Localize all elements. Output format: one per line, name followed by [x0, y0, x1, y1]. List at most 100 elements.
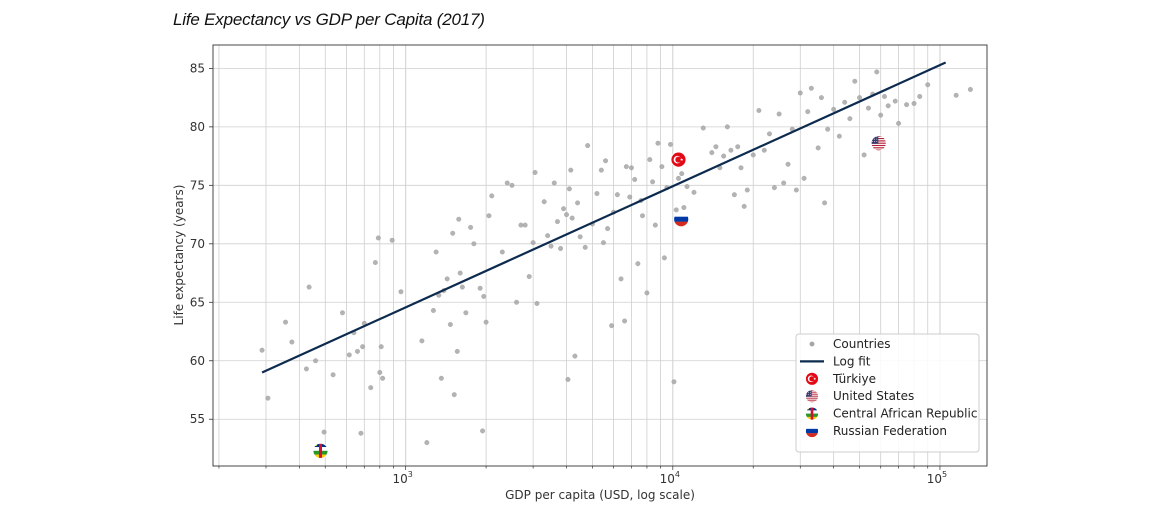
- data-point: [896, 120, 902, 126]
- highlight-marker-turkey: [670, 151, 687, 168]
- data-point: [438, 375, 444, 381]
- data-point: [882, 94, 887, 99]
- axis-ticks: 55 60 65 70 75 80 85 103 104 105: [190, 61, 947, 486]
- data-point: [797, 90, 803, 96]
- data-point: [330, 372, 336, 378]
- data-point: [565, 377, 571, 382]
- data-point: [781, 180, 787, 186]
- x-tick-label: 104: [660, 470, 680, 486]
- data-point: [480, 428, 486, 434]
- data-point: [419, 338, 425, 344]
- data-point: [731, 192, 737, 198]
- data-point: [548, 243, 554, 249]
- legend-label-car: Central African Republic: [833, 407, 977, 421]
- legend-swatch-countries: [809, 341, 815, 347]
- fit-line-layer: [261, 61, 947, 374]
- data-point: [785, 161, 791, 167]
- data-point: [601, 240, 606, 246]
- data-point: [681, 205, 687, 211]
- data-point: [463, 310, 469, 316]
- data-point: [504, 180, 510, 186]
- data-point: [684, 184, 690, 189]
- data-point: [801, 175, 807, 181]
- highlight-markers: [312, 135, 887, 459]
- data-point: [852, 78, 858, 84]
- data-point: [433, 249, 439, 255]
- data-point: [822, 200, 828, 206]
- y-tick-label: 85: [190, 61, 205, 75]
- data-point: [375, 235, 381, 241]
- data-point: [857, 95, 862, 101]
- data-point: [825, 126, 831, 132]
- data-point: [566, 186, 572, 192]
- legend-flag-turkey-icon: [805, 371, 819, 386]
- data-point: [561, 206, 567, 212]
- data-point: [346, 352, 352, 358]
- data-point: [691, 189, 697, 195]
- data-point: [265, 395, 271, 401]
- data-point: [793, 187, 799, 193]
- data-point: [283, 319, 288, 325]
- log-fit-line: [261, 61, 947, 374]
- data-point: [967, 86, 973, 92]
- data-point: [808, 85, 814, 91]
- y-tick-label: 75: [190, 178, 205, 192]
- data-point: [635, 261, 641, 267]
- data-point: [447, 322, 453, 327]
- x-axis-label: GDP per capita (USD, log scale): [505, 488, 695, 502]
- data-point: [735, 144, 741, 150]
- y-tick-label: 80: [190, 120, 205, 134]
- data-point: [355, 348, 360, 354]
- data-point: [815, 145, 821, 151]
- data-point: [679, 171, 685, 177]
- data-point: [628, 165, 634, 171]
- data-point: [847, 116, 853, 122]
- legend-flag-russia-icon: [805, 424, 819, 438]
- data-point: [721, 153, 727, 159]
- data-point: [532, 170, 538, 175]
- data-point: [477, 285, 483, 291]
- legend-flag-car-icon: [805, 406, 819, 421]
- data-point: [622, 318, 628, 324]
- data-point: [372, 260, 378, 265]
- data-point: [526, 274, 532, 279]
- data-point: [483, 319, 489, 325]
- data-point: [530, 240, 536, 246]
- data-point: [289, 339, 295, 345]
- data-point: [358, 430, 364, 436]
- data-point: [771, 185, 777, 191]
- data-point: [874, 69, 880, 75]
- data-point: [861, 152, 867, 158]
- data-point: [925, 82, 931, 88]
- data-point: [459, 284, 465, 290]
- data-point: [728, 147, 734, 153]
- data-point: [605, 226, 611, 232]
- data-point: [577, 234, 583, 240]
- data-point: [468, 224, 474, 230]
- data-point: [776, 111, 782, 117]
- data-point: [623, 164, 629, 170]
- data-point: [360, 344, 366, 350]
- legend-flag-usa-icon: [805, 389, 819, 404]
- data-point: [647, 157, 653, 163]
- data-point: [644, 290, 650, 296]
- data-point: [904, 102, 910, 108]
- data-point: [454, 348, 460, 354]
- data-point: [377, 369, 383, 375]
- data-point: [555, 219, 560, 225]
- data-point: [378, 344, 384, 350]
- data-point: [668, 141, 673, 147]
- data-point: [569, 215, 575, 221]
- data-point: [673, 207, 679, 213]
- data-point: [424, 440, 430, 446]
- scatter-points: [259, 69, 973, 446]
- highlight-marker-russia: [673, 211, 690, 228]
- chart-title: Life Expectancy vs GDP per Capita (2017): [173, 10, 485, 29]
- data-point: [603, 158, 608, 164]
- data-point: [456, 216, 462, 222]
- data-point: [953, 92, 959, 98]
- data-point: [303, 366, 309, 372]
- legend-label-log-fit: Log fit: [833, 354, 871, 368]
- data-point: [878, 112, 884, 118]
